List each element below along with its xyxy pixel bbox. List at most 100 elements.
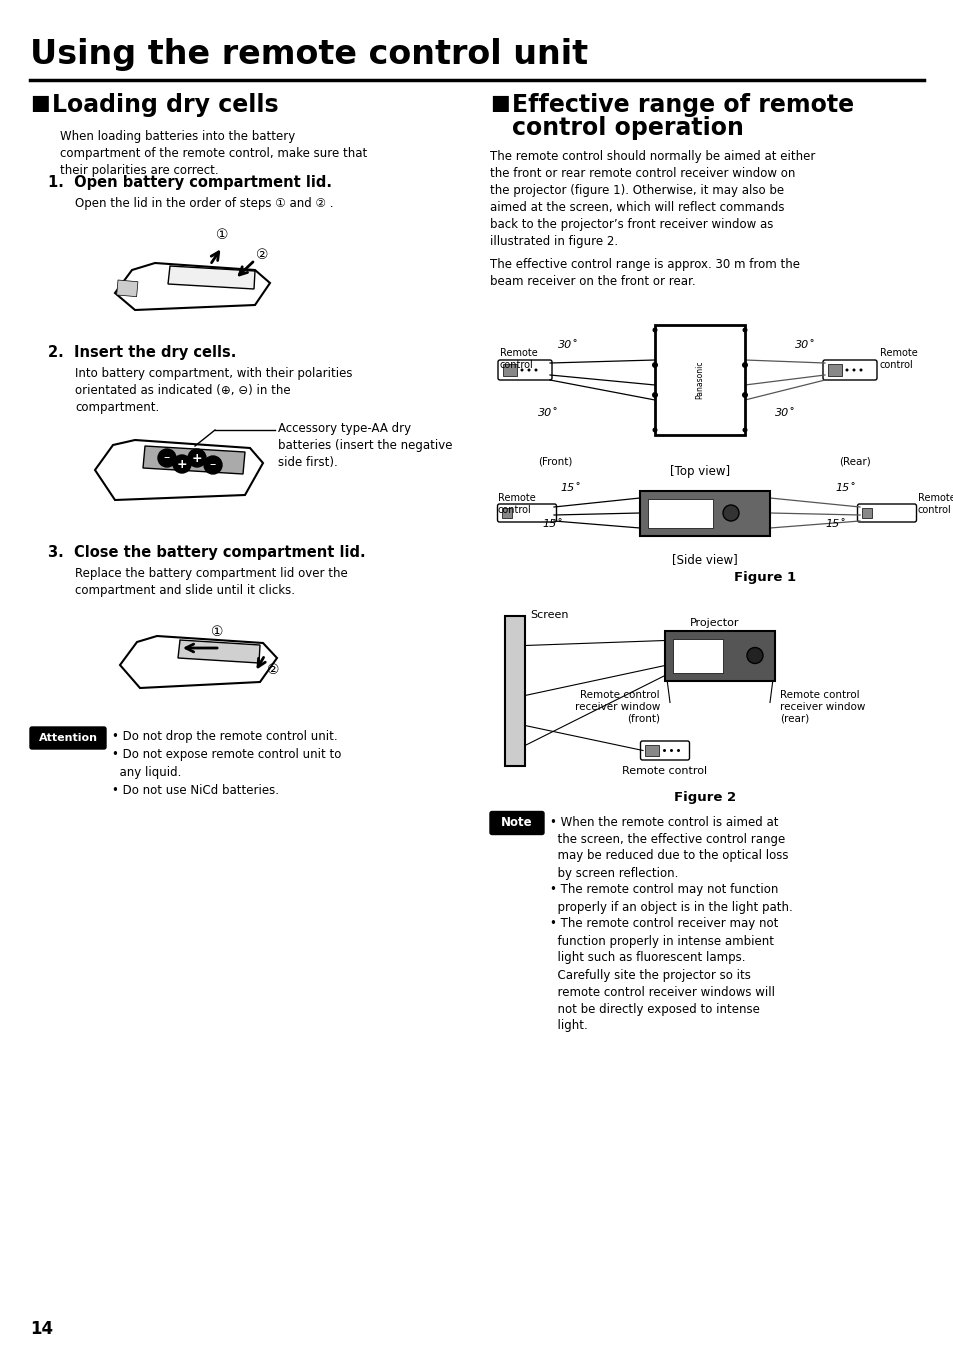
Text: 15˚: 15˚ xyxy=(834,483,854,492)
Text: –: – xyxy=(164,452,170,464)
Text: 2.  Insert the dry cells.: 2. Insert the dry cells. xyxy=(48,345,236,360)
Circle shape xyxy=(534,368,537,371)
Text: • Do not drop the remote control unit.
• Do not expose remote control unit to
  : • Do not drop the remote control unit. •… xyxy=(112,730,341,797)
Circle shape xyxy=(741,328,747,332)
Text: control operation: control operation xyxy=(512,116,743,140)
Bar xyxy=(645,745,659,755)
Circle shape xyxy=(677,749,679,751)
Polygon shape xyxy=(120,635,276,688)
Text: Remote control
receiver window
(rear): Remote control receiver window (rear) xyxy=(780,691,864,723)
Text: 30˚: 30˚ xyxy=(558,340,578,349)
Circle shape xyxy=(722,505,739,521)
Text: The remote control should normally be aimed at either
the front or rear remote c: The remote control should normally be ai… xyxy=(490,150,815,248)
Text: Loading dry cells: Loading dry cells xyxy=(52,93,278,117)
Text: Open the lid in the order of steps ① and ② .: Open the lid in the order of steps ① and… xyxy=(75,197,334,210)
Text: Replace the battery compartment lid over the
compartment and slide until it clic: Replace the battery compartment lid over… xyxy=(75,567,348,598)
Circle shape xyxy=(844,368,847,371)
Text: 1.  Open battery compartment lid.: 1. Open battery compartment lid. xyxy=(48,175,332,190)
Text: 30˚: 30˚ xyxy=(774,407,794,418)
Circle shape xyxy=(520,368,523,371)
Text: ①: ① xyxy=(215,228,228,241)
Text: +: + xyxy=(176,457,187,471)
Text: –: – xyxy=(210,459,216,472)
Text: Projector: Projector xyxy=(690,618,739,629)
Circle shape xyxy=(652,428,657,433)
Bar xyxy=(655,325,744,434)
Polygon shape xyxy=(115,263,270,310)
Text: ■: ■ xyxy=(30,93,50,113)
Text: Accessory type-AA dry
batteries (insert the negative
side first).: Accessory type-AA dry batteries (insert … xyxy=(277,422,452,469)
FancyBboxPatch shape xyxy=(497,360,552,380)
Bar xyxy=(672,638,722,673)
Text: Remote control: Remote control xyxy=(621,765,707,776)
FancyBboxPatch shape xyxy=(822,360,876,380)
Text: Screen: Screen xyxy=(530,611,568,621)
Text: [Top view]: [Top view] xyxy=(669,465,729,478)
Circle shape xyxy=(188,449,206,467)
Circle shape xyxy=(204,456,222,473)
FancyBboxPatch shape xyxy=(857,505,916,522)
Bar xyxy=(116,281,138,297)
Polygon shape xyxy=(168,266,254,289)
Circle shape xyxy=(741,362,747,368)
Text: Into battery compartment, with their polarities
orientated as indicated (⊕, ⊖) i: Into battery compartment, with their pol… xyxy=(75,367,352,414)
Text: [Side view]: [Side view] xyxy=(672,553,737,567)
Text: 30˚: 30˚ xyxy=(537,407,558,418)
Text: Note: Note xyxy=(500,816,533,830)
Text: (Front): (Front) xyxy=(537,457,572,467)
Bar xyxy=(639,491,769,536)
FancyBboxPatch shape xyxy=(639,741,689,759)
Bar xyxy=(502,509,512,518)
Polygon shape xyxy=(178,639,260,662)
Text: Panasonic: Panasonic xyxy=(695,360,703,399)
Text: ■: ■ xyxy=(490,93,509,113)
Text: Remote
control: Remote control xyxy=(879,348,917,370)
Bar xyxy=(502,364,517,376)
Circle shape xyxy=(859,368,862,371)
Circle shape xyxy=(652,328,657,332)
Bar xyxy=(664,630,774,680)
Text: 15˚: 15˚ xyxy=(559,483,579,492)
Text: 3.  Close the battery compartment lid.: 3. Close the battery compartment lid. xyxy=(48,545,365,560)
Text: ①: ① xyxy=(211,625,223,639)
Text: • When the remote control is aimed at
  the screen, the effective control range
: • When the remote control is aimed at th… xyxy=(550,816,792,1032)
Circle shape xyxy=(662,749,665,751)
Text: Figure 1: Figure 1 xyxy=(733,571,795,584)
Polygon shape xyxy=(143,447,245,473)
Text: ②: ② xyxy=(267,662,279,677)
Text: (Rear): (Rear) xyxy=(839,457,870,467)
Circle shape xyxy=(852,368,855,371)
Text: The effective control range is approx. 30 m from the
beam receiver on the front : The effective control range is approx. 3… xyxy=(490,258,800,287)
Bar xyxy=(647,499,712,527)
Circle shape xyxy=(669,749,672,751)
Circle shape xyxy=(741,428,747,433)
Circle shape xyxy=(651,362,658,368)
Text: Remote control
receiver window
(front): Remote control receiver window (front) xyxy=(574,691,659,723)
Text: 15˚: 15˚ xyxy=(824,519,844,529)
Text: 15˚: 15˚ xyxy=(541,519,561,529)
Text: Effective range of remote: Effective range of remote xyxy=(512,93,853,117)
Circle shape xyxy=(527,368,530,371)
FancyBboxPatch shape xyxy=(490,812,543,835)
Text: Attention: Attention xyxy=(38,733,97,743)
Text: When loading batteries into the battery
compartment of the remote control, make : When loading batteries into the battery … xyxy=(60,130,367,177)
Text: Remote
control: Remote control xyxy=(499,348,537,370)
Circle shape xyxy=(651,393,658,398)
Bar xyxy=(504,615,524,765)
Text: Remote
control: Remote control xyxy=(917,492,953,514)
Bar xyxy=(827,364,841,376)
Text: Using the remote control unit: Using the remote control unit xyxy=(30,38,587,71)
FancyBboxPatch shape xyxy=(497,505,556,522)
Text: 30˚: 30˚ xyxy=(794,340,814,349)
Text: Figure 2: Figure 2 xyxy=(673,791,736,804)
FancyBboxPatch shape xyxy=(30,727,106,749)
Bar xyxy=(862,509,872,518)
Text: ②: ② xyxy=(255,248,268,262)
Circle shape xyxy=(741,393,747,398)
Text: 14: 14 xyxy=(30,1321,53,1338)
Text: +: + xyxy=(192,452,202,464)
Circle shape xyxy=(158,449,175,467)
Text: Remote
control: Remote control xyxy=(497,492,536,514)
Circle shape xyxy=(746,648,762,664)
Polygon shape xyxy=(95,440,263,500)
